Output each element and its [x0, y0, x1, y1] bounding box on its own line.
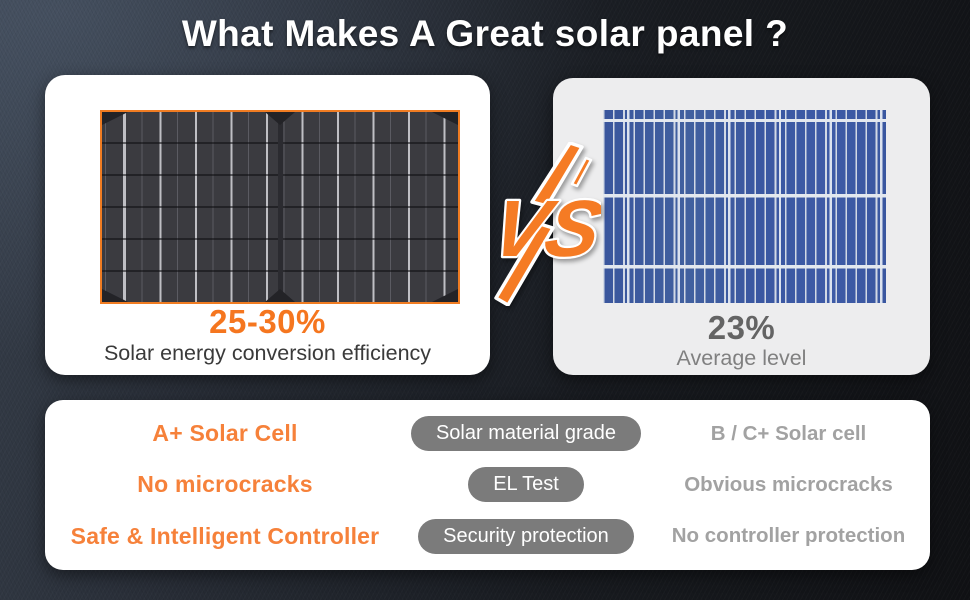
efficiency-caption: Solar energy conversion efficiency	[103, 341, 432, 365]
average-value: 23%	[707, 309, 776, 346]
average-panel-card: 23% Average level	[553, 78, 930, 375]
panel-corner-mark	[102, 112, 128, 125]
criterion-pill: EL Test	[468, 467, 584, 503]
table-row: Safe & Intelligent Controller Security p…	[45, 511, 930, 562]
mono-solar-panel-image	[100, 110, 460, 304]
vs-lightning-icon: VS	[483, 142, 601, 306]
bad-feature-label: B / C+ Solar cell	[710, 421, 867, 445]
panel-corner-mark	[432, 112, 458, 125]
criterion-pill: Solar material grade	[410, 416, 642, 452]
panel-corner-mark	[265, 289, 295, 302]
feature-rows: A+ Solar Cell Solar material grade B / C…	[45, 400, 930, 570]
good-feature-label: A+ Solar Cell	[152, 420, 298, 447]
bad-feature-label: Obvious microcracks	[684, 472, 893, 496]
good-panel-card: 25-30% Solar energy conversion efficienc…	[45, 75, 490, 375]
good-feature-label: Safe & Intelligent Controller	[70, 522, 380, 549]
average-caption: Average level	[676, 346, 807, 370]
criterion-pill: Security protection	[418, 518, 634, 554]
bad-feature-label: No controller protection	[671, 524, 906, 548]
efficiency-value: 25-30%	[209, 303, 326, 340]
feature-comparison-card: A+ Solar Cell Solar material grade B / C…	[45, 400, 930, 570]
panel-corner-mark	[102, 289, 128, 302]
panel-corner-mark	[265, 112, 295, 125]
table-row: No microcracks EL Test Obvious microcrac…	[45, 459, 930, 510]
table-row: A+ Solar Cell Solar material grade B / C…	[45, 408, 930, 459]
vs-label: VS	[484, 185, 601, 274]
good-feature-label: No microcracks	[137, 471, 313, 498]
page-title: What Makes A Great solar panel ?	[181, 13, 789, 54]
poly-solar-panel-image	[603, 110, 886, 303]
panel-center-divider	[277, 112, 283, 302]
panel-corner-mark	[432, 289, 458, 302]
